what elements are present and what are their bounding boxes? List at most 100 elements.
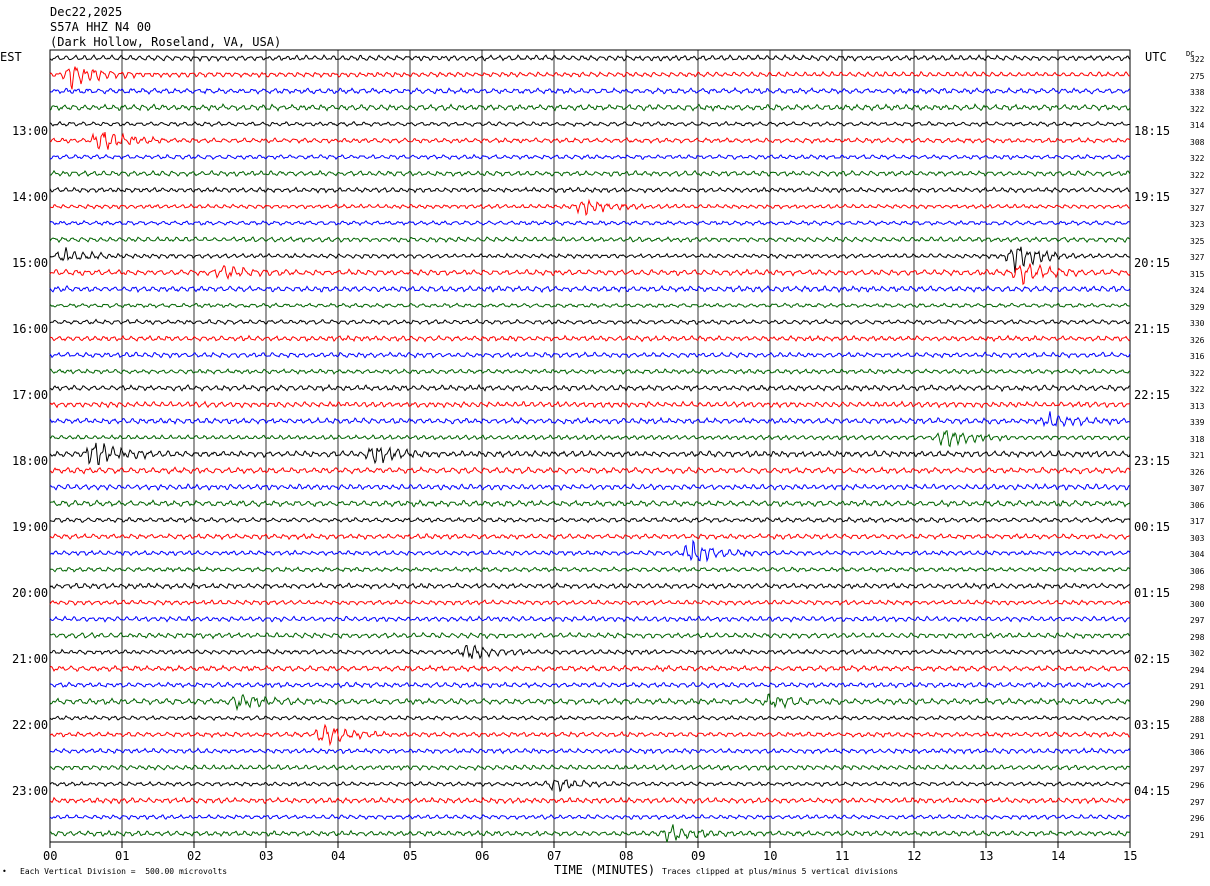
est-hour-label: 18:00	[12, 454, 49, 468]
trace-line	[49, 599, 1131, 606]
trace-line	[49, 54, 1131, 62]
dc-value: 322	[1190, 55, 1205, 64]
dc-value: 288	[1190, 715, 1205, 724]
dc-value: 322	[1190, 154, 1205, 163]
est-hour-label: 13:00	[12, 124, 49, 138]
dc-value: 326	[1190, 467, 1205, 477]
trace-line	[49, 153, 1131, 161]
x-tick-label: 00	[43, 849, 58, 863]
trace-line	[49, 582, 1131, 590]
dc-value: 304	[1190, 550, 1205, 559]
x-tick-label: 01	[115, 849, 130, 863]
trace-line	[49, 351, 1131, 359]
x-tick-label: 12	[907, 849, 922, 863]
x-tick-label: 14	[1051, 849, 1066, 863]
trace-line	[49, 132, 1131, 150]
est-hour-label: 15:00	[12, 256, 49, 270]
station-id: S57A HHZ N4 00	[50, 20, 152, 34]
clip-note: Traces clipped at plus/minus 5 vertical …	[662, 867, 899, 876]
dc-value: 302	[1190, 649, 1205, 658]
dc-value: 317	[1190, 517, 1205, 526]
est-hour-label: 16:00	[12, 322, 49, 336]
trace-line	[49, 318, 1131, 326]
left-timezone-label: EST	[0, 50, 22, 64]
est-hour-label: 19:00	[12, 520, 49, 534]
trace-line	[49, 411, 1131, 428]
est-hour-label: 14:00	[12, 190, 49, 204]
utc-hour-label: 02:15	[1134, 652, 1171, 666]
trace-line	[49, 482, 1131, 491]
plot-date: Dec22,2025	[50, 5, 123, 19]
dc-value: 316	[1190, 352, 1205, 361]
est-hour-label: 17:00	[12, 388, 49, 402]
dc-value: 296	[1190, 814, 1205, 823]
dc-value: 291	[1190, 731, 1205, 741]
utc-hour-label: 22:15	[1134, 388, 1171, 402]
trace-line	[49, 532, 1131, 541]
dc-value: 322	[1190, 368, 1205, 378]
trace-line	[49, 186, 1131, 194]
dc-value: 327	[1190, 253, 1205, 262]
dc-value: 308	[1190, 137, 1205, 147]
plot-frame	[49, 49, 1131, 843]
trace-line	[49, 466, 1131, 475]
trace-line	[49, 103, 1131, 112]
dc-value: 330	[1190, 319, 1205, 328]
dc-value: 323	[1190, 220, 1205, 229]
trace-line	[49, 723, 1131, 747]
dc-value: 306	[1190, 500, 1205, 510]
dc-value: 326	[1190, 335, 1205, 345]
trace-line	[49, 284, 1131, 294]
dc-value: 291	[1190, 682, 1205, 691]
utc-hour-label: 18:15	[1134, 124, 1171, 138]
dc-value: 321	[1190, 451, 1205, 460]
trace-line	[49, 681, 1131, 689]
dc-value: 314	[1190, 121, 1205, 130]
scale-note: Each Vertical Division = 500.00 microvol…	[20, 867, 228, 876]
dc-value: 322	[1190, 104, 1205, 114]
est-hour-label: 23:00	[12, 784, 49, 798]
est-hour-label: 21:00	[12, 652, 49, 666]
trace-line	[49, 664, 1131, 673]
utc-hour-label: 04:15	[1134, 784, 1171, 798]
trace-line	[49, 219, 1131, 227]
trace-line	[49, 263, 1131, 286]
dc-value: 297	[1190, 616, 1205, 625]
trace-line	[49, 747, 1131, 755]
dc-value: 329	[1190, 302, 1205, 312]
dc-value: 297	[1190, 764, 1205, 774]
dc-value: 275	[1190, 71, 1205, 81]
trace-line	[49, 442, 1131, 466]
trace-line	[49, 714, 1130, 722]
trace-line	[49, 430, 1131, 448]
dc-value: 290	[1190, 698, 1205, 708]
est-hour-label: 20:00	[12, 586, 49, 600]
x-tick-label: 09	[691, 849, 706, 863]
dc-value: 318	[1190, 434, 1205, 444]
dc-value: 306	[1190, 748, 1205, 757]
trace-line	[49, 824, 1131, 843]
trace-line	[49, 400, 1131, 409]
utc-hour-label: 20:15	[1134, 256, 1171, 270]
dc-value: 327	[1190, 187, 1205, 196]
trace-line	[49, 169, 1131, 178]
trace-line	[49, 86, 1131, 95]
dc-value: 303	[1190, 533, 1205, 543]
trace-line	[49, 334, 1131, 343]
trace-line	[49, 236, 1131, 244]
trace-line	[49, 644, 1131, 660]
est-hour-label: 22:00	[12, 718, 49, 732]
dc-value: 339	[1190, 418, 1205, 427]
dc-value: 322	[1190, 170, 1205, 180]
trace-line	[49, 693, 1131, 712]
x-tick-label: 03	[259, 849, 274, 863]
trace-line	[49, 246, 1130, 274]
trace-line	[49, 383, 1131, 393]
dc-value: 325	[1190, 236, 1205, 246]
dc-value: 291	[1190, 830, 1205, 840]
trace-line	[49, 198, 1131, 216]
trace-line	[49, 120, 1131, 128]
trace-line	[49, 539, 1131, 563]
dc-value: 315	[1190, 269, 1205, 279]
utc-hour-label: 21:15	[1134, 322, 1171, 336]
